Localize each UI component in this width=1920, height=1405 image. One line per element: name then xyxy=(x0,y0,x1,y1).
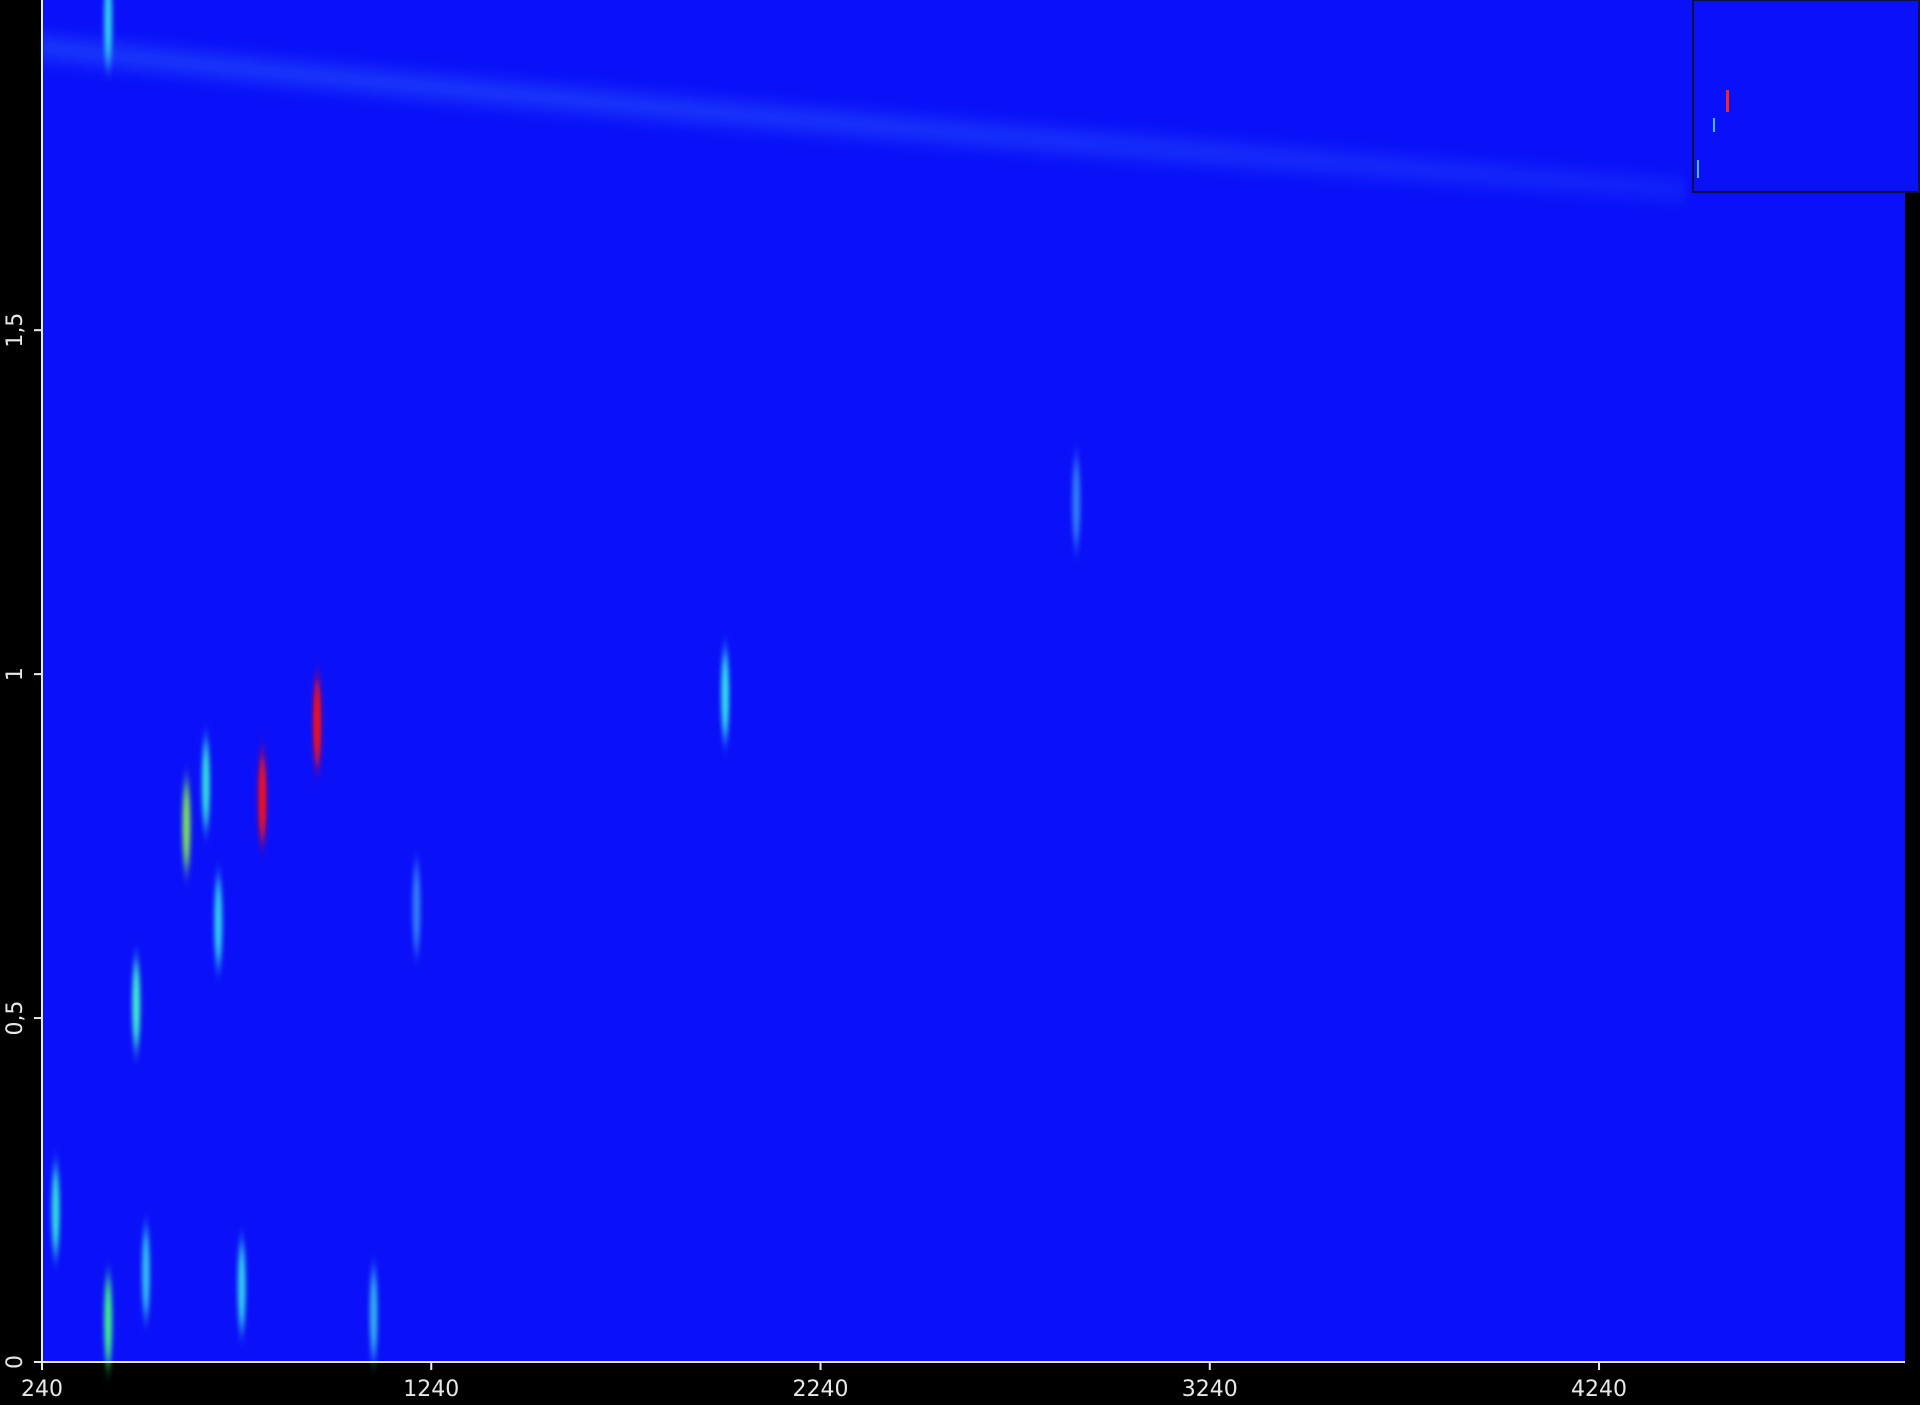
overview-inset xyxy=(1692,0,1920,193)
peak xyxy=(201,739,210,830)
peak xyxy=(412,863,421,953)
peak xyxy=(313,677,322,768)
column-bleed xyxy=(42,40,1690,195)
inset-peak xyxy=(1697,160,1699,178)
peak xyxy=(132,959,141,1050)
inset-peak xyxy=(1713,118,1715,132)
peak xyxy=(721,649,730,740)
inset-frame xyxy=(1692,0,1920,193)
x-tick-label: 1240 xyxy=(403,1377,459,1402)
x-tick-label: 240 xyxy=(21,1377,63,1402)
peak xyxy=(214,876,223,967)
inset-peak xyxy=(1726,90,1729,112)
plot-background xyxy=(42,0,1905,1362)
peak xyxy=(141,1227,150,1318)
peak xyxy=(182,780,191,871)
x-tick-label: 2240 xyxy=(793,1377,849,1402)
peak xyxy=(104,1275,113,1366)
y-tick-label: 0 xyxy=(3,1355,28,1369)
peak xyxy=(237,1241,246,1332)
y-tick-label: 0,5 xyxy=(3,1001,28,1036)
peak xyxy=(51,1165,60,1256)
x-tick-label: 3240 xyxy=(1182,1377,1238,1402)
peak xyxy=(104,0,113,66)
peak xyxy=(258,752,267,843)
y-tick-label: 1 xyxy=(3,667,28,681)
x-tick-label: 4240 xyxy=(1571,1377,1627,1402)
peak xyxy=(369,1268,378,1359)
y-tick-label: 1,5 xyxy=(3,313,28,348)
peak xyxy=(1072,457,1081,548)
